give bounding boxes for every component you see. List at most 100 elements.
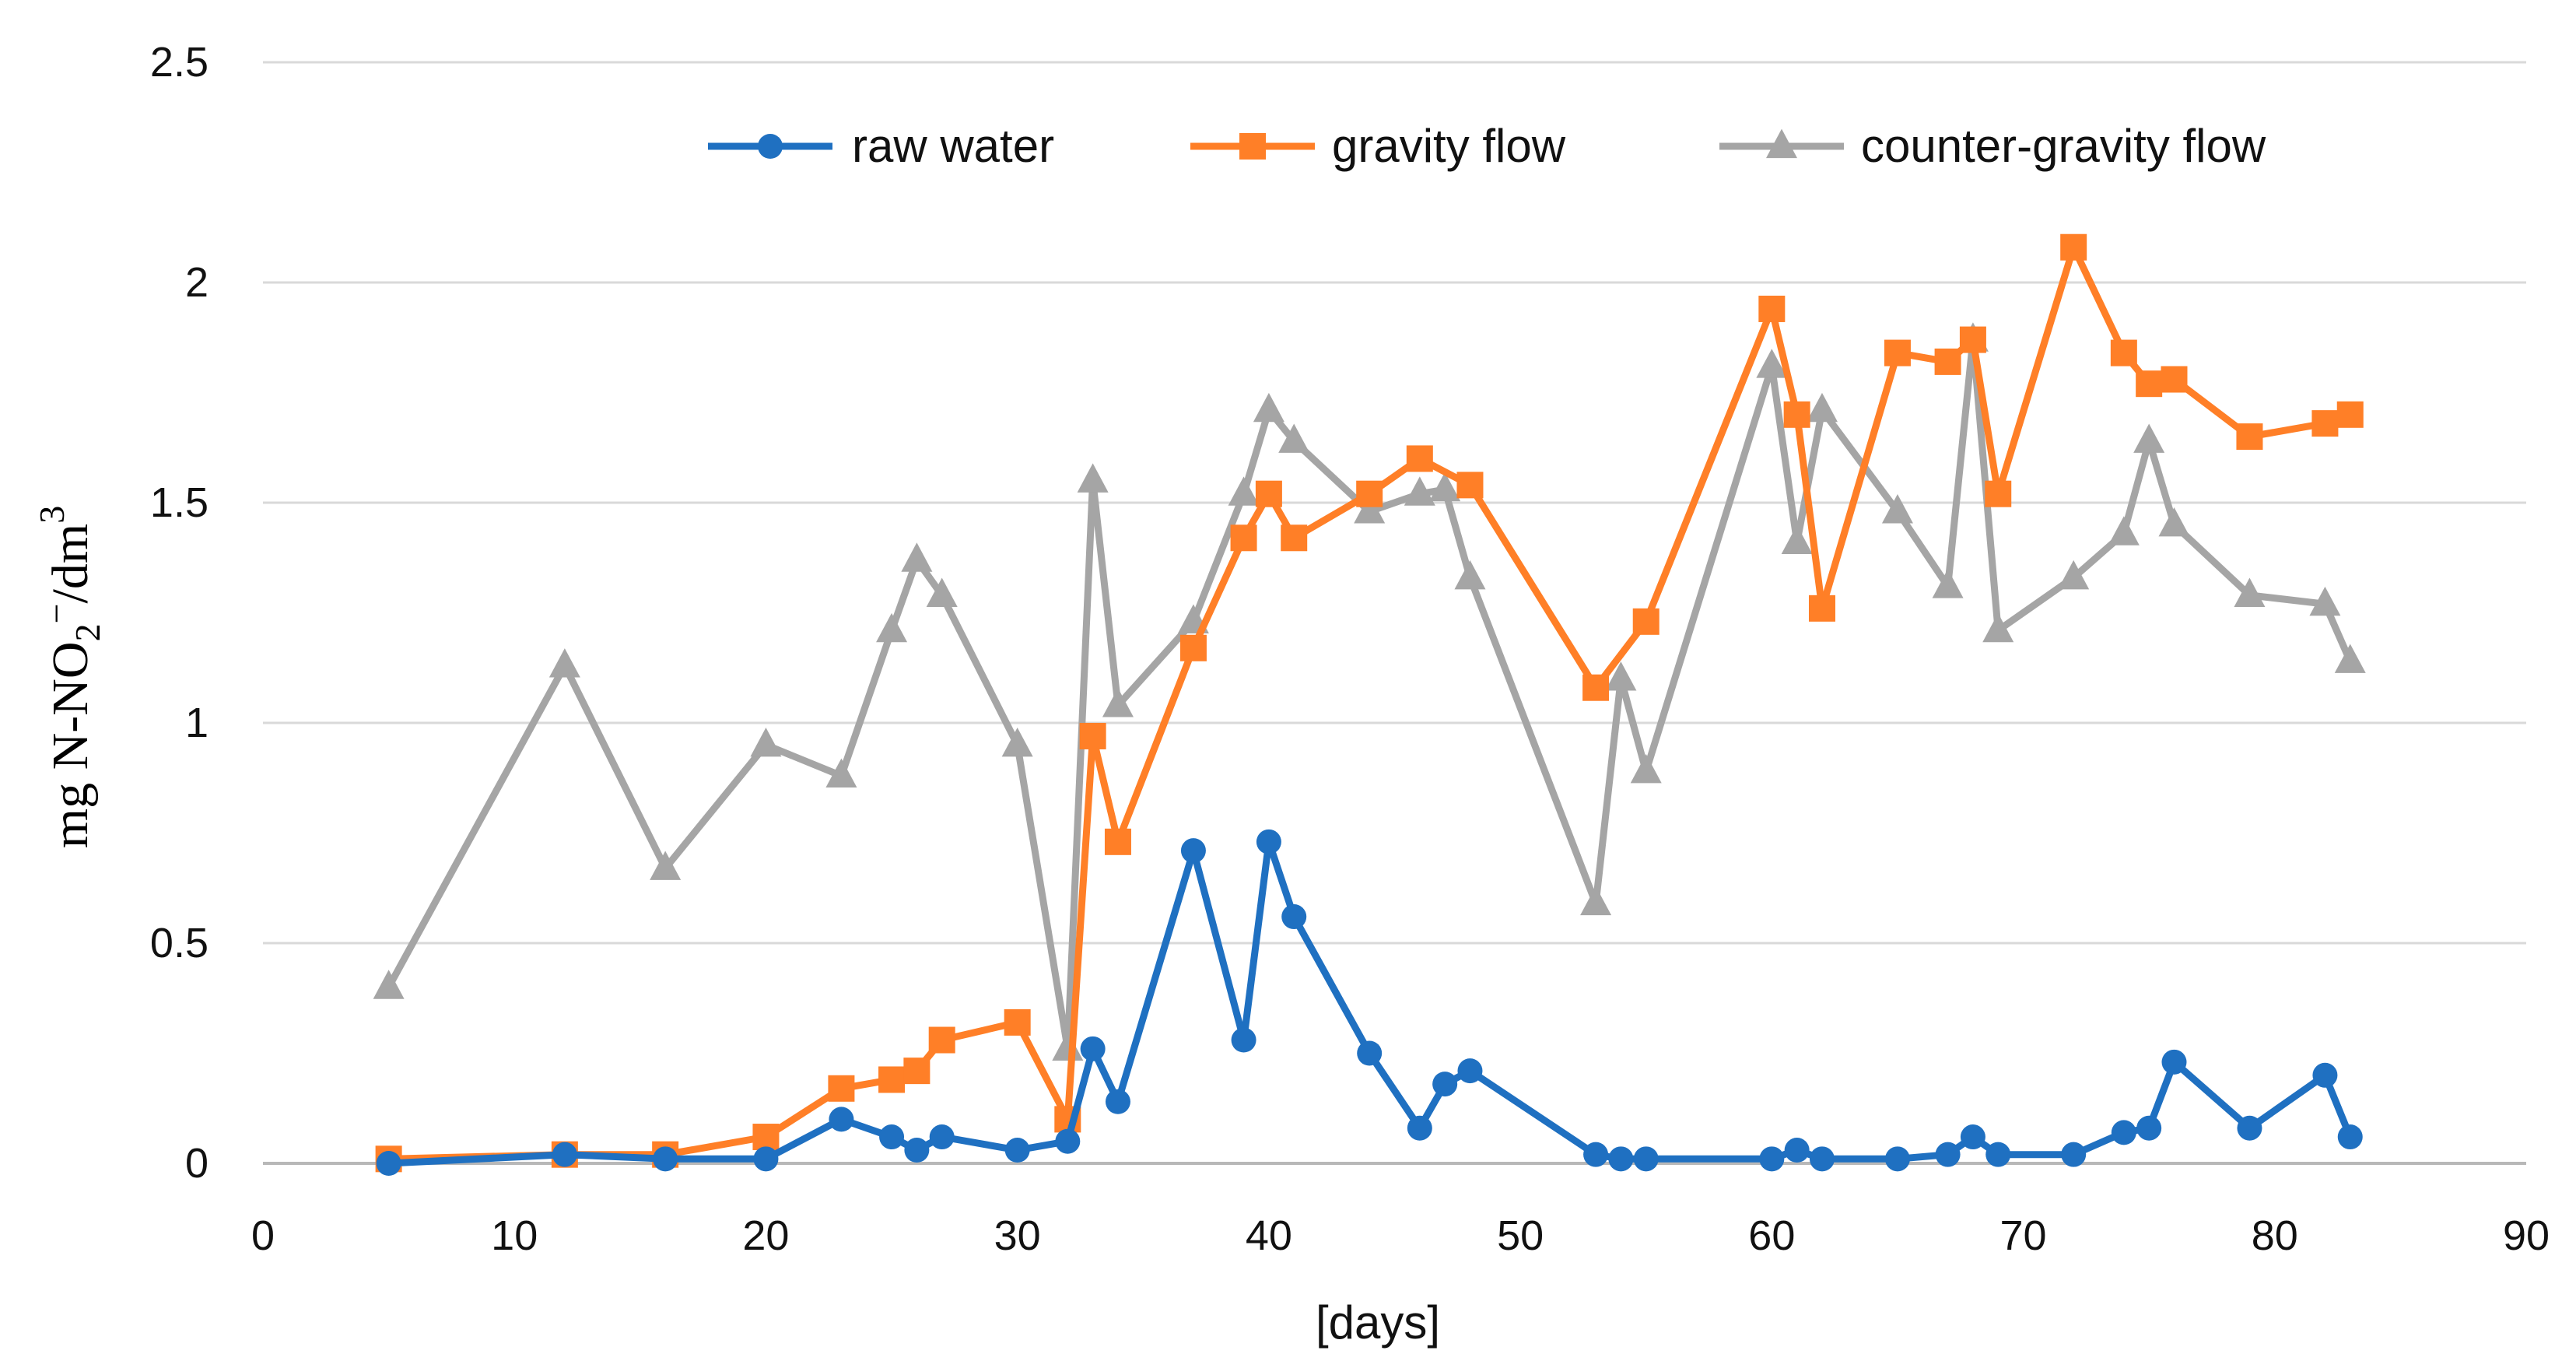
data-point-counter-gravity-flow [1404,476,1435,506]
data-point-raw-water [1985,1142,2011,1167]
data-point-counter-gravity-flow [1429,472,1461,502]
data-point-raw-water [1809,1146,1835,1172]
y-tick-label: 1.5 [150,479,209,526]
y-tick-label: 0 [185,1140,209,1187]
legend-marker-counter-gravity-flow [1766,128,1797,159]
y-axis-title-superscript-3: 3 [32,506,72,524]
y-axis-title-subscript: 2 [68,623,107,641]
data-point-counter-gravity-flow [548,648,580,678]
data-point-raw-water [1432,1072,1458,1097]
series-raw-water [376,829,2363,1176]
data-point-counter-gravity-flow [926,577,958,607]
data-point-raw-water [2161,1049,2187,1075]
data-point-gravity-flow [828,1075,855,1102]
x-tick-label: 90 [2503,1212,2550,1259]
x-tick-label: 70 [2000,1212,2047,1259]
data-point-counter-gravity-flow [876,612,908,643]
y-tick-label: 2.5 [150,39,209,86]
legend-marker-gravity-flow [1239,133,1266,160]
data-point-gravity-flow [2236,423,2263,451]
x-axis-tick-labels: 0 10 20 30 40 50 60 70 80 90 [251,1212,2550,1259]
data-point-gravity-flow [1582,674,1610,701]
data-point-counter-gravity-flow [650,851,682,880]
data-point-counter-gravity-flow [1052,1031,1084,1061]
data-point-gravity-flow [1104,828,1131,855]
series-layer [373,233,2366,1176]
data-point-raw-water [1231,1027,1256,1053]
data-point-gravity-flow [2311,410,2339,437]
legend-label-counter-gravity-flow: counter-gravity flow [1861,120,2266,172]
data-point-counter-gravity-flow [2058,559,2090,590]
data-point-gravity-flow [1783,401,1810,428]
data-point-counter-gravity-flow [2133,423,2165,453]
y-axis-title-unit: /dm [42,524,99,604]
data-point-counter-gravity-flow [1580,886,1612,916]
data-point-counter-gravity-flow [1454,559,1486,590]
data-point-raw-water [1960,1124,1985,1150]
data-point-raw-water [1457,1058,1483,1084]
data-point-raw-water [2136,1115,2162,1141]
data-point-counter-gravity-flow [1253,392,1284,423]
data-point-gravity-flow [1179,634,1207,661]
data-point-gravity-flow [878,1066,906,1093]
data-point-raw-water [1080,1036,1106,1061]
data-point-counter-gravity-flow [1756,349,1788,378]
data-point-raw-water [1055,1128,1081,1154]
series-gravity-flow [375,233,2364,1173]
legend-item-gravity-flow: gravity flow [1190,120,1566,172]
data-point-gravity-flow [2060,233,2087,261]
data-point-raw-water [1281,904,1307,930]
data-point-gravity-flow [1985,480,2012,507]
data-point-raw-water [1884,1146,1910,1172]
x-tick-label: 40 [1246,1212,1292,1259]
data-point-gravity-flow [1456,472,1484,499]
data-point-counter-gravity-flow [2108,516,2140,545]
data-point-gravity-flow [1934,348,1961,375]
data-point-counter-gravity-flow [373,970,405,999]
data-point-raw-water [1583,1142,1609,1167]
data-point-raw-water [879,1124,905,1150]
data-point-raw-water [929,1124,955,1150]
x-tick-label: 50 [1497,1212,1544,1259]
data-point-raw-water [1004,1138,1030,1163]
data-point-counter-gravity-flow [2309,586,2341,616]
data-point-raw-water [829,1107,854,1132]
x-tick-label: 20 [742,1212,789,1259]
data-point-gravity-flow [2336,401,2364,428]
data-point-gravity-flow [1808,595,1835,622]
data-point-counter-gravity-flow [1102,688,1134,717]
x-tick-label: 80 [2252,1212,2298,1259]
y-axis-title-superscript-minus: − [37,603,76,623]
legend-marker-raw-water [758,134,783,159]
legend-item-counter-gravity-flow: counter-gravity flow [1719,120,2266,172]
data-point-gravity-flow [1079,722,1106,749]
data-point-counter-gravity-flow [1001,727,1033,757]
data-point-raw-water [552,1142,577,1167]
data-point-counter-gravity-flow [1605,661,1637,691]
data-point-raw-water [1256,829,1281,854]
data-point-raw-water [2337,1124,2363,1150]
data-point-gravity-flow [2161,366,2188,393]
data-point-gravity-flow [1255,480,1282,507]
series-counter-gravity-flow [373,322,2366,1061]
data-point-counter-gravity-flow [1806,392,1838,423]
data-point-counter-gravity-flow [2234,577,2266,607]
data-point-gravity-flow [1230,524,1257,552]
data-point-counter-gravity-flow [1077,463,1109,493]
y-axis-title: mg N-NO2−/dm3 [32,506,107,848]
data-point-gravity-flow [1356,480,1383,507]
x-tick-label: 0 [251,1212,275,1259]
data-point-counter-gravity-flow [1881,494,1913,524]
gridlines [263,61,2526,1165]
data-point-counter-gravity-flow [1228,476,1260,506]
data-point-raw-water [1759,1146,1785,1172]
y-axis-title-prefix: mg N-NO [42,641,99,848]
data-point-gravity-flow [1758,295,1786,322]
legend: raw water gravity flow counter-gravity flo… [708,120,2266,172]
y-tick-label: 2 [185,259,209,306]
data-point-gravity-flow [1004,1008,1031,1036]
data-point-raw-water [1357,1040,1383,1066]
data-point-raw-water [2111,1120,2136,1145]
data-point-counter-gravity-flow [1354,494,1386,524]
